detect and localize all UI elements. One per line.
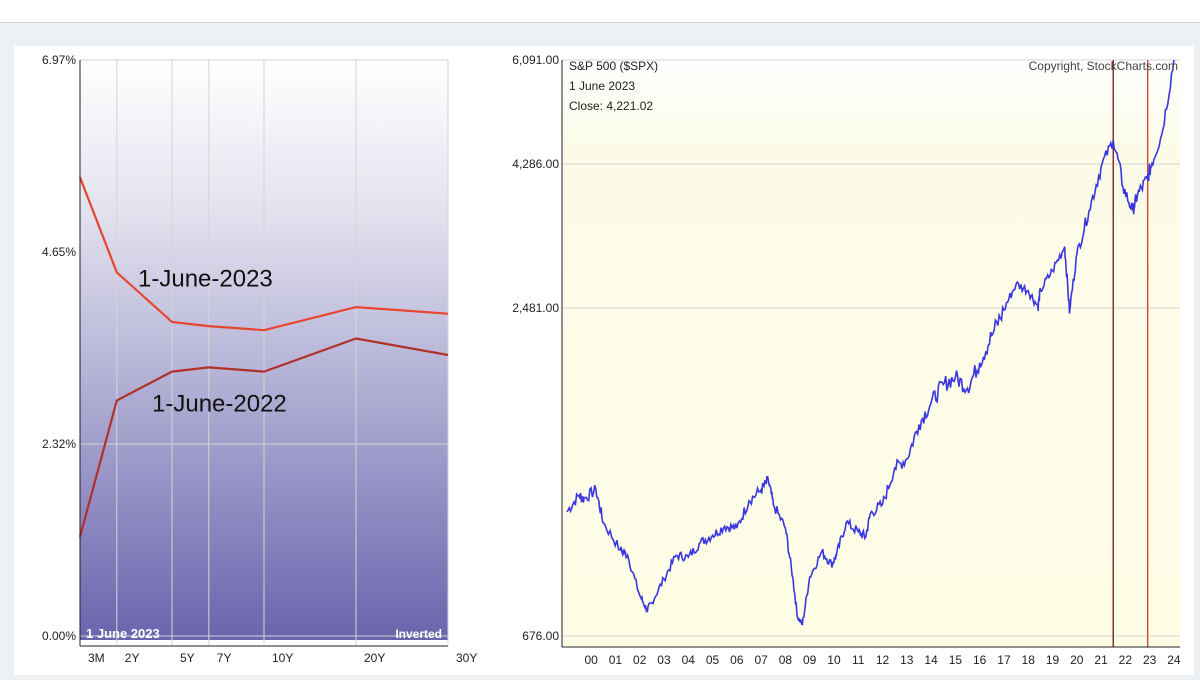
yield-y-tick-label: 6.97% [42,53,76,67]
spx-x-tick-label: 22 [1119,653,1133,667]
yield-x-tick-label: 3M [88,651,105,665]
charts-canvas: 6.97% 4.65% 2.32% 0.00% 3M 2Y 5Y 7Y 10Y 20Y 30Y 1… [42,53,1181,667]
spx-x-tick-label: 06 [730,653,744,667]
spx-info-date: 1 June 2023 [569,79,635,93]
yield-footer-inverted: Inverted [395,627,442,641]
spx-x-tick-label: 21 [1094,653,1108,667]
spx-y-tick-label: 4,286.00 [512,157,559,171]
yield-x-tick-label: 2Y [125,651,140,665]
spx-title: S&P 500 ($SPX) [569,59,658,73]
page-header-strip [0,0,1200,23]
spx-x-tick-label: 01 [609,653,623,667]
spx-x-tick-label: 07 [754,653,768,667]
spx-x-tick-label: 09 [803,653,817,667]
yield-x-tick-label: 30Y [456,651,477,665]
yield-y-tick-label: 2.32% [42,437,76,451]
spx-series-line [566,59,1175,626]
spx-x-tick-label: 11 [852,653,865,667]
yield-series-line-1 [78,337,449,538]
spx-copyright: Copyright, StockCharts.com [1029,59,1178,73]
yield-x-tick-label: 7Y [217,651,232,665]
yield-series-label-1: 1-June-2022 [152,391,287,418]
spx-x-tick-label: 12 [876,653,890,667]
spx-x-tick-label: 10 [827,653,841,667]
spx-x-tick-label: 02 [633,653,647,667]
spx-info-close: Close: 4,221.02 [569,99,653,113]
charts-panel: 6.97% 4.65% 2.32% 0.00% 3M 2Y 5Y 7Y 10Y 20Y 30Y 1… [14,46,1194,675]
yield-series-line-0 [78,176,449,332]
yield-footer-date: 1 June 2023 [86,626,160,641]
spx-y-tick-label: 6,091.00 [512,53,559,67]
yield-x-tick-label: 10Y [272,651,293,665]
spx-x-tick-label: 13 [900,653,914,667]
spx-x-tick-label: 19 [1046,653,1060,667]
spx-x-tick-label: 03 [657,653,671,667]
yield-x-tick-label: 5Y [180,651,195,665]
yield-x-tick-label: 20Y [364,651,385,665]
spx-x-tick-label: 18 [1022,653,1036,667]
spx-plot-area [562,60,1180,647]
spx-x-tick-label: 14 [924,653,938,667]
spx-x-tick-label: 08 [779,653,793,667]
spx-x-tick-label: 24 [1167,653,1181,667]
spx-x-tick-label: 23 [1143,653,1157,667]
spx-y-tick-label: 676.00 [522,629,559,643]
spx-chart: 6,091.00 4,286.00 2,481.00 676.00 00 01 02 03 0… [512,53,1181,667]
spx-x-tick-label: 04 [682,653,696,667]
spx-x-tick-label: 05 [706,653,720,667]
spx-x-tick-label: 20 [1070,653,1084,667]
yield-curve-chart: 6.97% 4.65% 2.32% 0.00% 3M 2Y 5Y 7Y 10Y 20Y 30Y 1… [42,53,477,665]
spx-y-tick-label: 2,481.00 [512,301,559,315]
yield-series-label-0: 1-June-2023 [138,265,273,292]
spx-x-tick-label: 17 [997,653,1011,667]
yield-y-tick-label: 0.00% [42,629,76,643]
yield-y-tick-label: 4.65% [42,245,76,259]
spx-x-tick-label: 00 [584,653,598,667]
spx-x-tick-label: 16 [973,653,987,667]
spx-x-tick-label: 15 [949,653,963,667]
